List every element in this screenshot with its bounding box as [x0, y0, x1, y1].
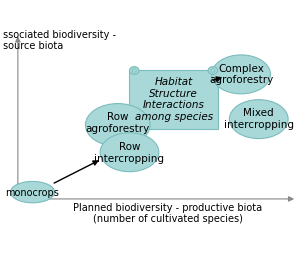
Ellipse shape: [10, 181, 54, 203]
Text: monocrops: monocrops: [6, 188, 59, 198]
Ellipse shape: [129, 67, 139, 74]
Ellipse shape: [85, 104, 150, 146]
Text: Row
intercropping: Row intercropping: [95, 142, 165, 164]
Ellipse shape: [212, 55, 271, 94]
Ellipse shape: [100, 133, 159, 172]
Ellipse shape: [132, 69, 136, 72]
Text: Mixed
intercropping: Mixed intercropping: [224, 108, 294, 130]
Text: Row
agroforestry: Row agroforestry: [86, 112, 150, 134]
FancyBboxPatch shape: [129, 70, 218, 129]
Text: ssociated biodiversity -
source biota: ssociated biodiversity - source biota: [3, 30, 116, 51]
Ellipse shape: [211, 69, 215, 72]
Text: Habitat
Structure
Interactions
among species: Habitat Structure Interactions among spe…: [135, 77, 213, 122]
Text: Complex
agroforestry: Complex agroforestry: [209, 64, 273, 85]
Ellipse shape: [230, 100, 288, 139]
Ellipse shape: [208, 67, 218, 74]
Text: Planned biodiversity - productive biota
(number of cultivated species): Planned biodiversity - productive biota …: [73, 203, 262, 224]
